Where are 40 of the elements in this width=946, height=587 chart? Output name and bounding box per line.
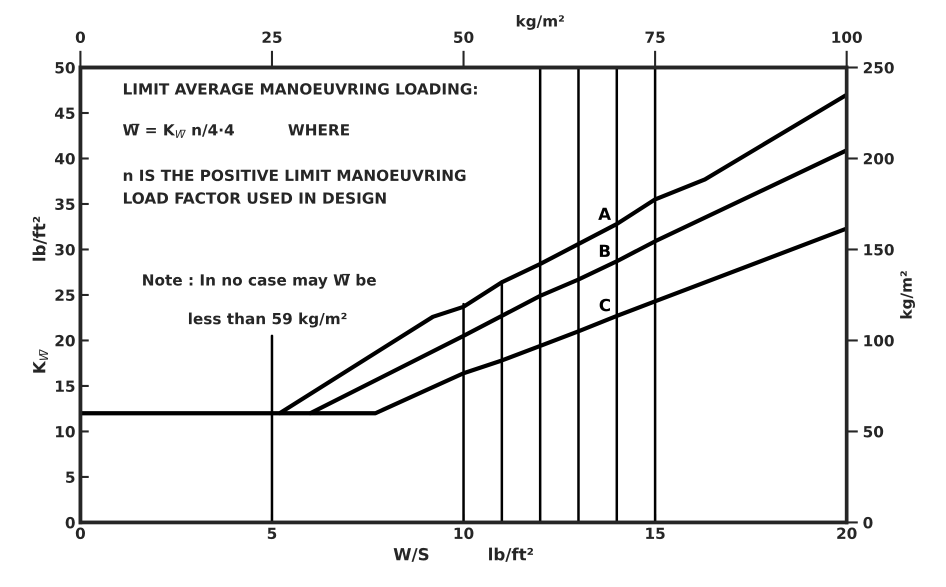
annotation: less than 59 kg/m² bbox=[188, 312, 346, 328]
y-tick-label: 5 bbox=[66, 472, 74, 483]
annotation: LOAD FACTOR USED IN DESIGN bbox=[124, 192, 386, 204]
series-label: A bbox=[598, 208, 611, 220]
y2-tick-label: 150 bbox=[864, 244, 894, 256]
y-tick-label: 30 bbox=[55, 244, 75, 256]
x2-tick-label: 75 bbox=[645, 32, 665, 44]
y2-tick-label: 200 bbox=[864, 152, 894, 165]
x-axis-title: W/S lb/ft² bbox=[394, 548, 533, 562]
y-tick-label: 20 bbox=[55, 334, 75, 346]
x-tick-label: 15 bbox=[646, 528, 665, 540]
y2-axis-title: kg/m² bbox=[900, 271, 915, 318]
y-tick-label: 0 bbox=[66, 516, 75, 528]
x2-tick-label: 25 bbox=[262, 31, 282, 44]
x2-tick-label: 50 bbox=[454, 31, 474, 44]
x2-tick-label: 100 bbox=[832, 31, 862, 44]
x2-axis-title: kg/m² bbox=[516, 14, 564, 30]
text: K$_{W̅}$ lb/ft² bbox=[32, 216, 48, 373]
x-tick-label: 20 bbox=[837, 528, 857, 540]
annotation: n IS THE POSITIVE LIMIT MANOEUVRING bbox=[124, 170, 466, 182]
series-label: C bbox=[600, 298, 610, 312]
series-label: B bbox=[600, 244, 610, 257]
y-tick-label: 50 bbox=[55, 62, 75, 74]
y-tick-label: 15 bbox=[56, 380, 74, 392]
annotation: LIMIT AVERAGE MANOEUVRING LOADING: bbox=[124, 83, 477, 95]
y2-tick-label: 0 bbox=[863, 516, 873, 528]
y2-tick-label: 50 bbox=[864, 426, 884, 438]
y2-tick-label: 100 bbox=[864, 334, 894, 346]
y-tick-label: 25 bbox=[55, 289, 74, 301]
x-tick-label: 0 bbox=[76, 528, 85, 540]
x2-tick-label: 0 bbox=[76, 31, 85, 44]
y-tick-label: 35 bbox=[55, 198, 74, 210]
y-tick-label: 45 bbox=[54, 108, 74, 120]
annotation: Note : In no case may W̅ be bbox=[143, 274, 376, 289]
annotation: W̅ = K$_{W̅}$ n/4·4 WHERE bbox=[123, 124, 350, 138]
x-tick-label: 10 bbox=[454, 528, 474, 540]
y-tick-label: 40 bbox=[54, 152, 75, 165]
x-tick-label: 5 bbox=[268, 528, 276, 540]
y-tick-label: 10 bbox=[56, 426, 75, 438]
y2-tick-label: 250 bbox=[864, 62, 894, 74]
